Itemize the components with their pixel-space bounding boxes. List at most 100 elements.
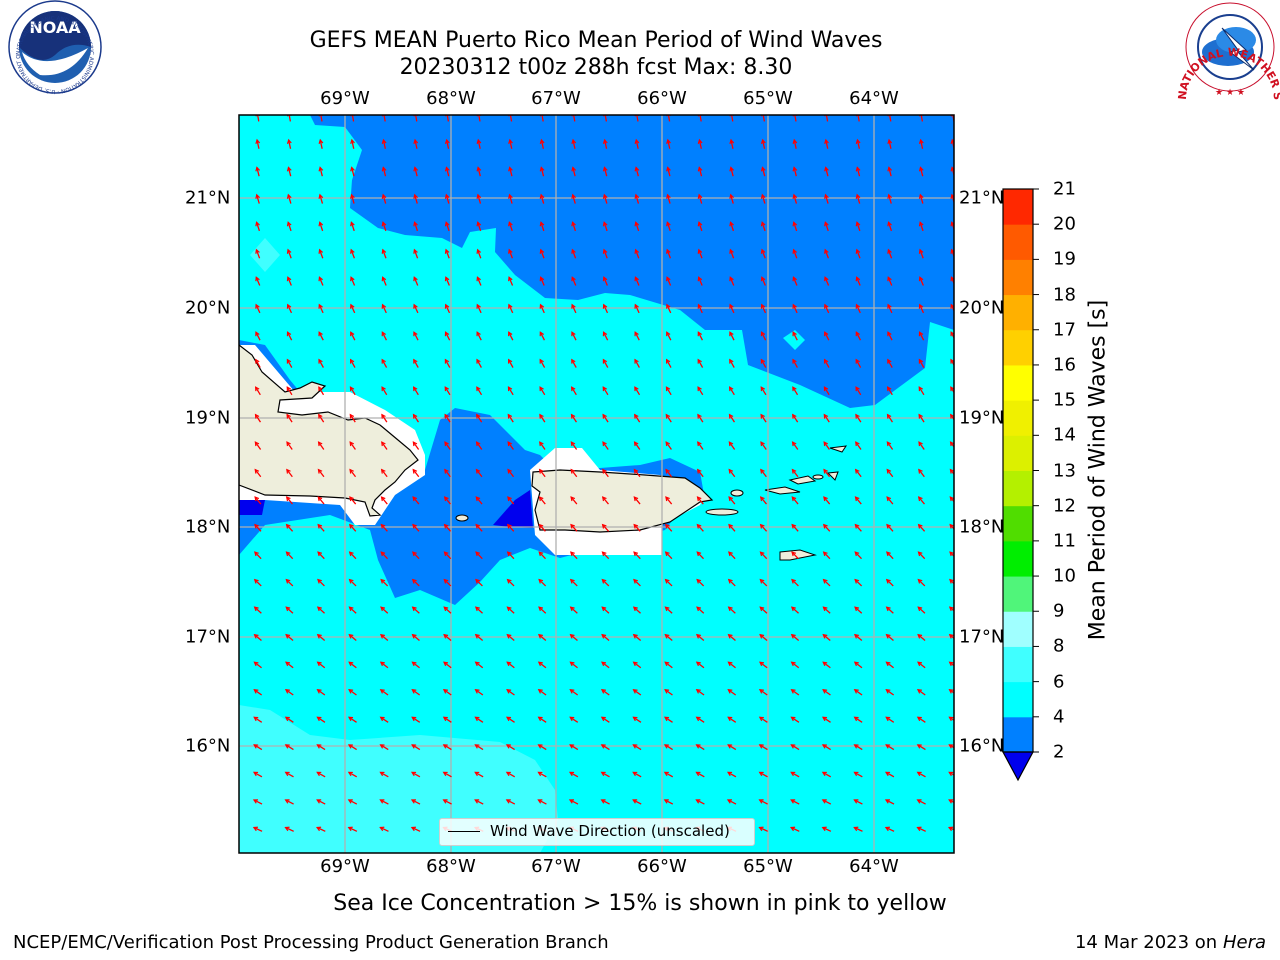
wind-wave-arrow [538, 744, 547, 751]
wind-wave-arrowhead [822, 606, 828, 612]
wind-wave-arrow [759, 771, 768, 778]
wind-wave-arrow [760, 524, 768, 532]
wind-wave-arrowhead [443, 633, 449, 639]
wind-wave-arrow [887, 304, 893, 314]
wind-wave-arrowhead [792, 303, 797, 309]
colorbar-tick-label: 2 [1053, 741, 1065, 763]
wind-wave-arrowhead [824, 276, 829, 282]
wind-wave-arrow [569, 689, 579, 696]
wind-wave-arrow [349, 496, 357, 505]
wind-wave-arrowhead [254, 413, 260, 419]
wind-wave-arrowhead [476, 358, 481, 364]
wind-wave-arrow [411, 826, 421, 832]
wind-wave-arrowhead [601, 523, 607, 529]
wind-wave-arrowhead [475, 551, 481, 557]
wind-wave-arrow [790, 771, 800, 778]
wind-wave-arrow [317, 689, 326, 696]
wind-wave-arrowhead [318, 248, 324, 254]
wind-wave-arrow [254, 414, 262, 423]
wind-wave-arrowhead [442, 689, 448, 694]
wind-wave-arrow [950, 441, 954, 449]
wind-wave-arrow [601, 634, 610, 641]
wind-wave-arrow [507, 414, 514, 423]
colorbar-band [1003, 435, 1033, 471]
lon-label-top-69w: 69°W [320, 88, 370, 109]
wind-wave-arrow [539, 496, 546, 505]
wind-wave-arrow [570, 579, 578, 587]
wind-wave-arrowhead [442, 771, 448, 777]
wind-wave-arrow [475, 524, 483, 532]
wind-wave-arrow [727, 799, 737, 805]
wind-wave-arrow [382, 249, 387, 259]
wind-wave-arrow [317, 716, 326, 723]
wind-wave-arrow [917, 579, 926, 587]
wind-wave-arrow [949, 579, 954, 585]
wind-wave-arrowhead [948, 771, 954, 777]
footer-date: 14 Mar 2023 on Hera [1075, 932, 1266, 953]
wind-wave-arrow [317, 579, 325, 587]
wind-wave-arrow [696, 634, 705, 641]
wind-wave-arrow [476, 441, 483, 450]
wind-wave-arrowhead [601, 633, 607, 639]
wind-wave-arrowhead [442, 799, 448, 804]
wind-wave-arrow [476, 386, 483, 396]
wind-wave-arrow [317, 634, 326, 641]
wind-wave-arrowhead [792, 413, 797, 419]
wind-wave-arrowhead [729, 303, 734, 309]
wind-wave-arrowhead [918, 441, 923, 447]
wind-wave-arrow [602, 496, 609, 505]
wind-wave-arrowhead [664, 633, 670, 639]
wind-wave-arrow [792, 276, 798, 286]
wind-wave-arrow [951, 194, 954, 204]
wind-wave-arrow [444, 441, 451, 450]
wind-wave-arrowhead [853, 633, 859, 639]
wind-wave-arrowhead [476, 386, 481, 392]
wind-wave-arrowhead [507, 386, 513, 392]
wind-wave-arrowhead [728, 523, 733, 529]
wind-wave-arrowhead [286, 331, 292, 337]
wind-wave-arrow [951, 249, 954, 258]
wind-wave-arrowhead [570, 413, 576, 419]
lat-label-right-18n: 18°N [959, 516, 1005, 538]
wind-wave-arrowhead [285, 551, 291, 557]
map-frame [238, 114, 955, 854]
wind-wave-arrowhead [508, 166, 513, 172]
wind-wave-arrow [445, 276, 450, 286]
wind-wave-arrow [728, 414, 736, 423]
wind-wave-arrow [666, 194, 671, 204]
wind-wave-arrowhead [824, 166, 829, 172]
wind-wave-arrow [288, 139, 292, 149]
wind-wave-arrow [823, 496, 831, 505]
wind-wave-arrow [412, 661, 420, 669]
wind-wave-arrow [728, 551, 736, 560]
wind-wave-arrow [507, 579, 515, 587]
wind-wave-arrow [791, 744, 800, 751]
wind-wave-arrow [761, 304, 767, 314]
wind-wave-arrowhead [792, 221, 798, 227]
wind-wave-arrowhead [790, 689, 796, 694]
wind-wave-arrowhead [697, 166, 703, 172]
wind-wave-arrowhead [949, 578, 954, 584]
wind-wave-arrow [477, 194, 482, 204]
wind-wave-arrow [444, 551, 452, 560]
wind-wave-arrow [885, 771, 895, 778]
wind-wave-arrow [381, 331, 388, 341]
wind-wave-arrow [856, 194, 861, 204]
lon-label-top-65w: 65°W [743, 88, 793, 109]
wind-wave-arrowhead [697, 441, 702, 447]
wind-wave-arrowhead [410, 771, 417, 777]
wind-wave-arrow [918, 441, 925, 450]
wind-wave-arrow [412, 414, 420, 423]
wind-wave-arrow [728, 441, 736, 450]
wind-wave-arrowhead [348, 551, 354, 557]
wind-wave-arrowhead [854, 578, 860, 584]
wind-wave-arrow [381, 496, 388, 505]
wind-wave-arrow [475, 661, 484, 669]
wind-wave-arrow [256, 194, 260, 204]
wind-wave-arrowhead [539, 276, 545, 282]
wind-wave-arrowhead [569, 744, 575, 749]
wind-wave-arrow [569, 716, 579, 723]
wind-wave-arrow [570, 661, 578, 669]
wind-wave-arrowhead [887, 248, 892, 254]
wind-wave-arrow [728, 634, 736, 641]
